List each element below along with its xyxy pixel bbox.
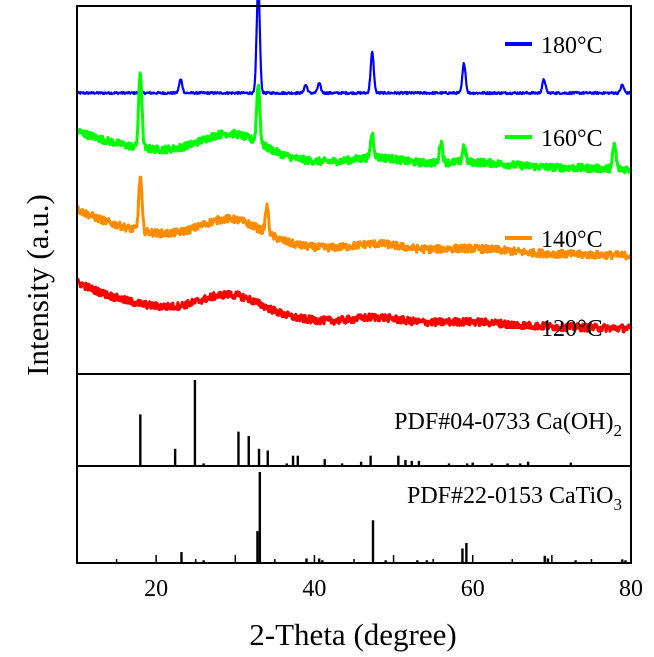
- series-line-180: [76, 0, 632, 96]
- x-tick-label-40: 40: [302, 576, 326, 602]
- reference-label-1: PDF#04-0733 Ca(OH)2: [394, 409, 622, 440]
- legend-label-180: 180°C: [541, 33, 603, 59]
- x-tick-label-80: 80: [619, 576, 643, 602]
- legend: 180°C 160°C 140°C 120°C: [505, 33, 603, 342]
- x-tick-label-60: 60: [461, 576, 485, 602]
- series-line-160: [75, 71, 633, 175]
- legend-label-120: 120°C: [541, 316, 603, 342]
- x-axis-title: 2-Theta (degree): [249, 617, 456, 652]
- reference-label-2: PDF#22-0153 CaTiO3: [407, 483, 622, 514]
- legend-label-160: 160°C: [541, 126, 603, 152]
- series-line-140: [75, 175, 632, 261]
- series-line-120: [75, 277, 633, 334]
- reference-patterns: PDF#04-0733 Ca(OH)2 PDF#22-0153 CaTiO3: [139, 380, 627, 563]
- y-axis-title: Intensity (a.u.): [20, 194, 55, 376]
- intensity-curves: [75, 0, 633, 334]
- x-axis-ticks: 20 40 60 80: [76, 555, 643, 602]
- x-tick-label-20: 20: [144, 576, 168, 602]
- legend-label-140: 140°C: [541, 227, 603, 253]
